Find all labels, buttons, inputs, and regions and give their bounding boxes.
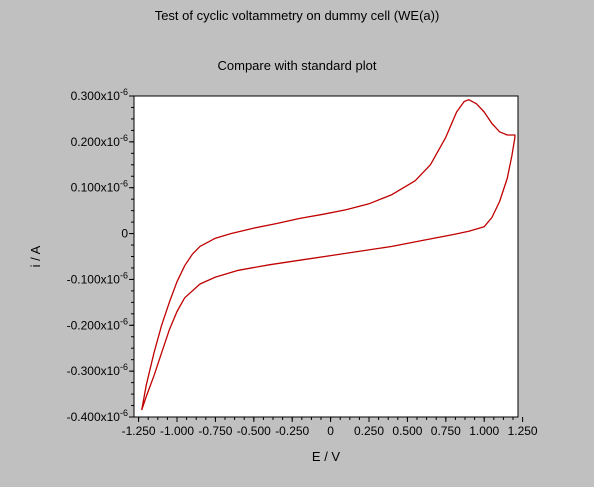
y-tick-exponent: -6 xyxy=(120,133,128,143)
y-tick-exponent: -6 xyxy=(120,362,128,372)
y-tick-exponent: -6 xyxy=(120,270,128,280)
y-tick-mantissa: -0.300x10 xyxy=(67,364,121,378)
y-axis-label: i / A xyxy=(28,245,43,267)
x-tick-label: -1.250 xyxy=(122,424,156,438)
y-tick-label: 0.300x10-6 xyxy=(71,87,128,103)
y-tick-mantissa: 0.300x10 xyxy=(71,89,121,103)
x-tick-label: 0.250 xyxy=(354,424,384,438)
y-tick-label: 0.100x10-6 xyxy=(71,179,128,195)
x-axis-label: E / V xyxy=(312,449,341,464)
y-tick-exponent: -6 xyxy=(120,316,128,326)
y-tick-mantissa: 0.200x10 xyxy=(71,135,121,149)
x-tick-label: -0.750 xyxy=(198,424,232,438)
x-tick-label: -0.500 xyxy=(237,424,271,438)
x-axis-ticks: -1.250 -1.000 -0.750 -0.500 -0.250 0 0.250 0.50… xyxy=(122,417,538,438)
y-axis-ticks: 0.300x10-60.200x10-60.100x10-60-0.100x10… xyxy=(67,87,134,424)
x-tick-label: 1.000 xyxy=(469,424,499,438)
x-tick-label: 1.250 xyxy=(508,424,538,438)
y-tick-label: -0.400x10-6 xyxy=(67,408,128,424)
y-tick-exponent: -6 xyxy=(120,87,128,97)
y-tick-label: -0.200x10-6 xyxy=(67,316,128,332)
y-tick-label: 0.200x10-6 xyxy=(71,133,128,149)
x-tick-label: -0.250 xyxy=(275,424,309,438)
y-tick-mantissa: 0 xyxy=(121,227,128,241)
y-tick-exponent: -6 xyxy=(120,179,128,189)
x-tick-label: 0.750 xyxy=(431,424,461,438)
y-tick-mantissa: -0.400x10 xyxy=(67,410,121,424)
y-tick-label: 0 xyxy=(121,227,128,241)
series-layer xyxy=(141,99,516,411)
chart-subtitle: Compare with standard plot xyxy=(217,58,377,73)
y-tick-mantissa: -0.100x10 xyxy=(67,272,121,286)
y-tick-mantissa: 0.100x10 xyxy=(71,181,121,195)
x-tick-label: 0.500 xyxy=(392,424,422,438)
y-tick-mantissa: -0.200x10 xyxy=(67,318,121,332)
y-tick-exponent: -6 xyxy=(120,408,128,418)
y-tick-label: -0.100x10-6 xyxy=(67,270,128,286)
series-line xyxy=(141,99,516,411)
x-tick-label: 0 xyxy=(327,424,334,438)
y-tick-label: -0.300x10-6 xyxy=(67,362,128,378)
chart-title: Test of cyclic voltammetry on dummy cell… xyxy=(154,8,440,23)
x-tick-label: -1.000 xyxy=(160,424,194,438)
